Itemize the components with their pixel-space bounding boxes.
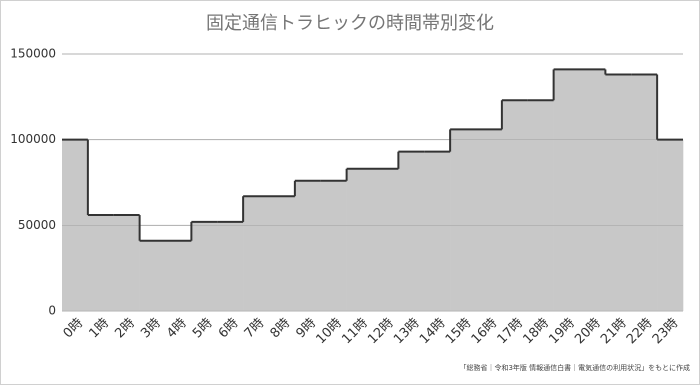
step-area [191, 221, 218, 311]
step-area [527, 100, 554, 311]
y-tick-label: 0 [48, 304, 56, 318]
step-area [320, 180, 347, 311]
step-area [87, 215, 115, 311]
step-area [372, 168, 399, 311]
source-note: 「総務省｜令和3年版 情報通信白書｜電気通信の利用状況」をもとに作成 [459, 363, 690, 372]
step-area [501, 100, 529, 311]
step-area [553, 69, 580, 311]
y-tick-label: 50000 [18, 218, 56, 232]
step-area [398, 151, 425, 311]
step-area [139, 240, 166, 311]
step-area [579, 69, 606, 311]
step-area [269, 196, 296, 311]
step-area [605, 74, 632, 311]
step-area [243, 196, 270, 311]
chart-title: 固定通信トラヒックの時間帯別変化 [206, 13, 494, 34]
step-area [294, 180, 322, 311]
step-area [346, 168, 373, 311]
step-area [113, 215, 140, 311]
step-area [165, 240, 192, 311]
step-area [631, 74, 658, 311]
step-area [424, 151, 451, 311]
y-tick-label: 150000 [10, 47, 56, 61]
step-area [450, 129, 477, 311]
step-area [476, 129, 503, 311]
step-area [217, 221, 244, 311]
y-tick-label: 100000 [10, 132, 56, 146]
